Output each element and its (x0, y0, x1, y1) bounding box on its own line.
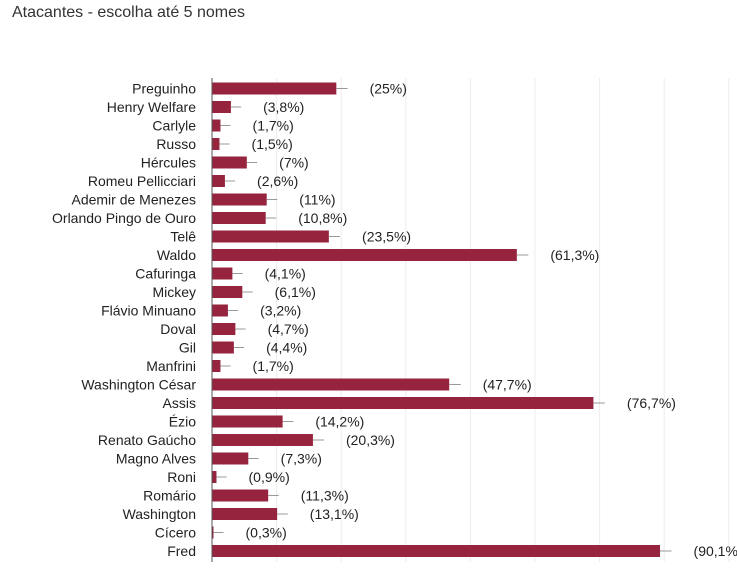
value-label: (7%) (279, 155, 309, 171)
category-label: Roni (167, 469, 196, 485)
category-label: Renato Gaúcho (98, 432, 196, 448)
category-label: Manfrini (146, 358, 196, 374)
bar (212, 175, 225, 187)
category-label: Cícero (155, 525, 196, 541)
value-label: (11%) (299, 192, 335, 208)
value-label: (25%) (370, 81, 407, 97)
category-label: Hércules (141, 155, 196, 171)
bar (212, 138, 220, 150)
value-label: (4,1%) (265, 266, 306, 282)
value-label: (61,3%) (550, 247, 599, 263)
bar (212, 304, 228, 317)
value-label: (13,1%) (310, 506, 359, 522)
bar (212, 545, 661, 557)
bar (212, 230, 329, 243)
bar (212, 156, 247, 169)
bar (212, 193, 267, 206)
value-label: (4,7%) (268, 321, 309, 337)
bar (212, 119, 221, 132)
value-label: (6,1%) (275, 284, 316, 300)
bar (212, 489, 269, 502)
bars (212, 82, 672, 557)
category-label: Magno Alves (116, 451, 196, 467)
bar (212, 286, 243, 298)
category-label: Fred (167, 543, 196, 559)
bar (212, 249, 517, 261)
bar (212, 434, 313, 446)
value-label: (1,7%) (253, 118, 294, 134)
value-label: (0,9%) (249, 469, 290, 485)
category-labels: Preguinho Henry Welfare Carlyle Russo Hércul… (52, 81, 196, 560)
bar (212, 526, 214, 539)
bar (212, 378, 450, 391)
value-label: (23,5%) (362, 229, 411, 245)
bar (212, 397, 594, 409)
value-label: (4,4%) (266, 340, 307, 356)
value-label: (20,3%) (346, 432, 395, 448)
bar (212, 82, 337, 95)
category-label: Orlando Pingo de Ouro (52, 210, 196, 226)
category-label: Cafuringa (135, 266, 196, 282)
chart-title: Atacantes - escolha até 5 nomes (12, 4, 246, 21)
value-label: (1,5%) (252, 136, 293, 152)
grid-lines (276, 78, 730, 562)
category-label: Flávio Minuano (101, 303, 196, 319)
bar (212, 267, 233, 280)
value-label: (10,8%) (298, 210, 347, 226)
category-label: Washington (123, 506, 196, 522)
bar (212, 508, 278, 520)
value-label: (1,7%) (253, 358, 294, 374)
category-label: Henry Welfare (107, 99, 196, 115)
value-label: (3,2%) (260, 303, 301, 319)
category-label: Assis (163, 395, 196, 411)
value-label: (0,3%) (246, 525, 287, 541)
bar (212, 452, 249, 465)
category-label: Ézio (169, 414, 196, 430)
bar (212, 323, 236, 335)
value-label: (90,1%) (694, 543, 737, 559)
category-label: Romeu Pellicciari (88, 173, 196, 189)
value-label: (2,6%) (257, 173, 298, 189)
category-label: Russo (156, 136, 196, 152)
value-labels: (25%) (3,8%) (1,7%) (1,5%) (7%) (2,6%)(11%) (1… (246, 81, 737, 560)
value-label: (76,7%) (627, 395, 676, 411)
category-label: Ademir de Menezes (71, 192, 196, 208)
bar (212, 415, 283, 428)
value-label: (47,7%) (483, 377, 532, 393)
category-label: Romário (143, 488, 196, 504)
value-label: (7,3%) (281, 451, 322, 467)
bar (212, 471, 217, 483)
category-label: Telê (170, 229, 196, 245)
category-label: Waldo (157, 247, 196, 263)
value-label: (3,8%) (263, 99, 304, 115)
bar (212, 360, 221, 372)
category-label: Washington César (81, 377, 196, 393)
bar (212, 212, 266, 224)
category-label: Carlyle (152, 118, 196, 134)
category-label: Preguinho (132, 81, 196, 97)
bar (212, 341, 234, 354)
category-label: Mickey (152, 284, 196, 300)
value-label: (14,2%) (315, 414, 364, 430)
category-label: Doval (160, 321, 196, 337)
category-label: Gil (179, 340, 196, 356)
bar (212, 101, 231, 113)
value-label: (11,3%) (301, 488, 349, 504)
